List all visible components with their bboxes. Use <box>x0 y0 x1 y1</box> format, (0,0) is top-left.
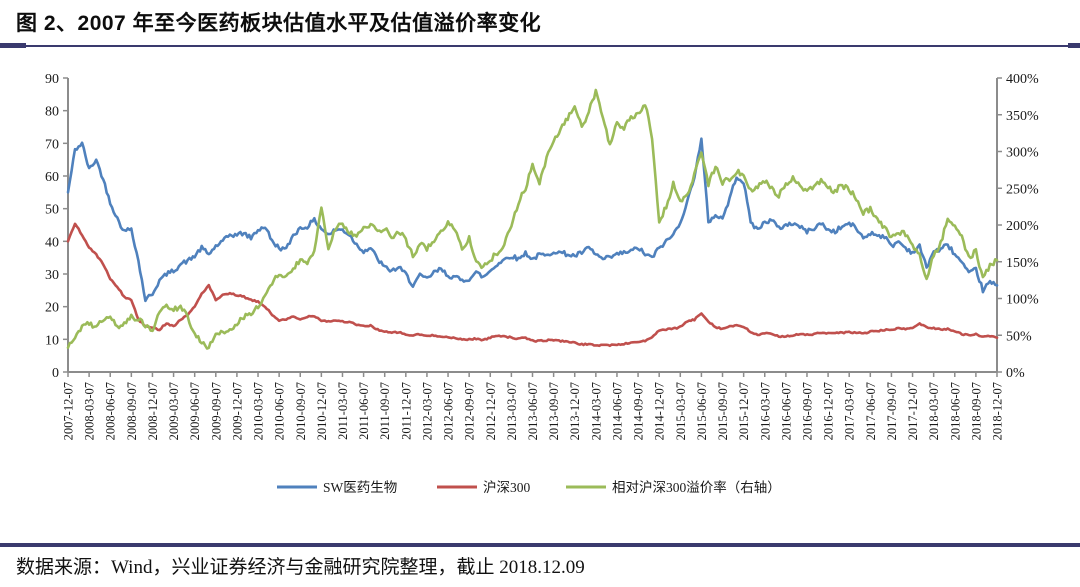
right-axis-tick-label: 0% <box>1006 366 1025 381</box>
right-axis-tick-label: 200% <box>1006 219 1039 234</box>
x-axis-tick-label: 2014-09-07 <box>632 382 646 440</box>
left-axis-tick-label: 0 <box>52 366 59 381</box>
x-axis-tick-label: 2016-03-07 <box>758 382 772 440</box>
series-line-2 <box>66 88 999 350</box>
x-axis-tick-label: 2010-12-07 <box>315 382 329 440</box>
x-axis-tick-label: 2009-09-07 <box>209 382 223 440</box>
x-axis-tick-label: 2012-09-07 <box>463 382 477 440</box>
source-note: 数据来源：Wind，兴业证券经济与金融研究院整理，截止 2018.12.09 <box>16 557 585 578</box>
x-axis-tick-label: 2017-12-07 <box>906 382 920 440</box>
x-axis-tick-label: 2014-12-07 <box>653 382 667 440</box>
left-axis-tick-label: 70 <box>45 137 59 152</box>
right-axis-tick-label: 350% <box>1006 109 1039 124</box>
right-axis-tick-label: 300% <box>1006 146 1039 161</box>
series-line-1 <box>66 222 999 348</box>
x-axis-tick-label: 2013-12-07 <box>568 382 582 440</box>
x-axis-tick-label: 2011-12-07 <box>399 382 413 440</box>
x-axis-tick-label: 2016-12-07 <box>822 382 836 440</box>
x-axis-tick-label: 2009-12-07 <box>230 382 244 440</box>
x-axis-tick-label: 2015-12-07 <box>737 382 751 440</box>
x-axis-tick-label: 2016-06-07 <box>779 382 793 440</box>
x-axis-tick-label: 2015-09-07 <box>716 382 730 440</box>
title-rule <box>0 45 1080 47</box>
x-axis-tick-label: 2017-09-07 <box>885 382 899 440</box>
legend-label-1: 沪深300 <box>483 480 530 495</box>
x-axis-tick-label: 2007-12-07 <box>62 382 76 440</box>
x-axis-tick-label: 2012-03-07 <box>420 382 434 440</box>
left-axis-tick-label: 50 <box>45 203 59 218</box>
figure-title: 图 2、2007 年至今医药板块估值水平及估值溢价率变化 <box>16 12 542 35</box>
x-axis-tick-label: 2008-03-07 <box>83 382 97 440</box>
x-axis-tick-label: 2008-09-07 <box>125 382 139 440</box>
x-axis-tick-label: 2016-09-07 <box>800 382 814 440</box>
valuation-chart: 0 10 20 30 40 50 60 70 80 90 0% 50% 100% 150% 200% 250%… <box>0 60 1080 522</box>
x-axis-tick-label: 2013-03-07 <box>505 382 519 440</box>
x-axis-tick-label: 2008-12-07 <box>146 382 160 440</box>
footer-rule <box>0 543 1080 547</box>
left-axis-tick-label: 20 <box>45 301 59 316</box>
x-axis-tick-label: 2012-06-07 <box>442 382 456 440</box>
left-axis-tick-label: 10 <box>45 333 59 348</box>
x-axis-tick-label: 2013-09-07 <box>547 382 561 440</box>
legend-label-0: SW医药生物 <box>323 480 397 495</box>
x-axis-tick-label: 2010-06-07 <box>273 382 287 440</box>
chart-svg: 0 10 20 30 40 50 60 70 80 90 0% 50% 100% 150% 200% 250%… <box>45 72 1039 495</box>
left-axis-tick-label: 80 <box>45 105 59 120</box>
left-axis-tick-label: 90 <box>45 72 59 87</box>
x-axis-tick-label: 2013-06-07 <box>526 382 540 440</box>
x-axis-tick-label: 2018-03-07 <box>927 382 941 440</box>
series-line-0 <box>66 137 999 303</box>
left-axis-tick-label: 30 <box>45 268 59 283</box>
x-axis-tick-label: 2015-03-07 <box>674 382 688 440</box>
x-axis-tick-label: 2011-06-07 <box>357 382 371 440</box>
x-axis-tick-label: 2017-03-07 <box>843 382 857 440</box>
x-axis-tick-label: 2014-06-07 <box>610 382 624 440</box>
x-axis-tick-label: 2009-06-07 <box>188 382 202 440</box>
x-axis-tick-label: 2011-03-07 <box>336 382 350 440</box>
x-axis-tick-label: 2010-03-07 <box>252 382 266 440</box>
x-axis-tick-label: 2018-12-07 <box>991 382 1005 440</box>
x-axis-tick-label: 2018-06-07 <box>948 382 962 440</box>
x-axis-tick-label: 2017-06-07 <box>864 382 878 440</box>
right-axis-tick-label: 150% <box>1006 256 1039 271</box>
x-axis-tick-label: 2008-06-07 <box>104 382 118 440</box>
x-axis-tick-label: 2015-06-07 <box>695 382 709 440</box>
right-axis-tick-label: 50% <box>1006 329 1032 344</box>
title-rule-left-cap <box>0 43 26 48</box>
left-axis-tick-label: 60 <box>45 170 59 185</box>
right-axis-tick-label: 250% <box>1006 182 1039 197</box>
x-axis-tick-label: 2010-09-07 <box>294 382 308 440</box>
title-rule-right-cap <box>1068 43 1080 48</box>
x-axis-tick-label: 2014-03-07 <box>589 382 603 440</box>
x-axis-tick-label: 2011-09-07 <box>378 382 392 440</box>
x-axis-tick-label: 2012-12-07 <box>484 382 498 440</box>
right-axis-tick-label: 100% <box>1006 293 1039 308</box>
right-axis-tick-label: 400% <box>1006 72 1039 87</box>
x-axis-tick-label: 2009-03-07 <box>167 382 181 440</box>
x-axis-tick-label: 2018-09-07 <box>969 382 983 440</box>
legend-label-2: 相对沪深300溢价率（右轴） <box>612 479 781 495</box>
left-axis-tick-label: 40 <box>45 235 59 250</box>
